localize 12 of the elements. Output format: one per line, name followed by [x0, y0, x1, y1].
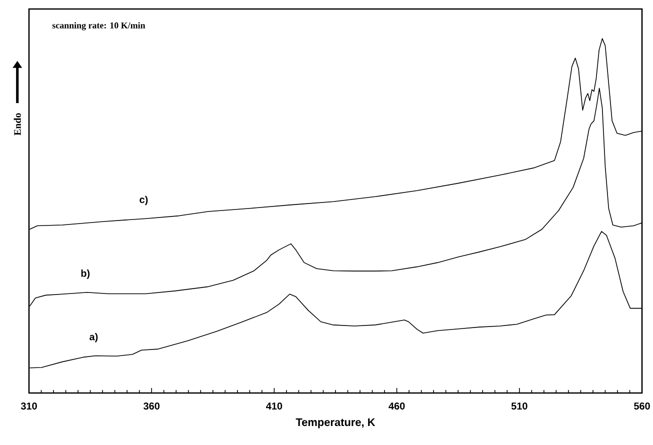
series-label: a): [90, 332, 98, 342]
x-tick-label: 410: [266, 402, 282, 410]
text: scanning rate: 10 K/min: [52, 22, 146, 30]
x-tick-label: 310: [20, 402, 37, 410]
x-axis-title: Temperature, K: [296, 418, 376, 428]
y-axis-title: Endo: [14, 113, 21, 136]
x-tick-label: 360: [144, 402, 160, 410]
series-label: c): [140, 196, 148, 206]
x-tick-label: 560: [634, 402, 650, 410]
series-label: b): [81, 270, 90, 279]
x-tick-label: 510: [511, 402, 528, 410]
x-tick-label: 460: [388, 402, 405, 410]
